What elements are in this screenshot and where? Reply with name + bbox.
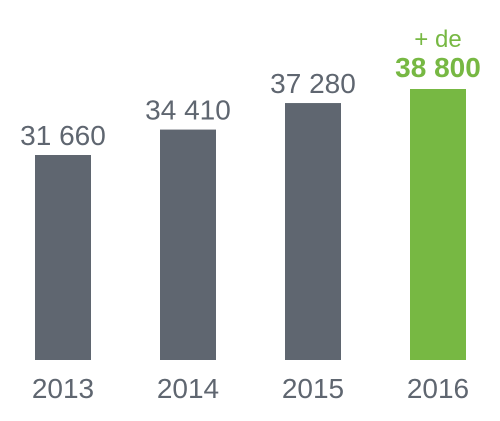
x-tick-label-2015: 2015 (282, 373, 344, 404)
bar-2016 (410, 89, 466, 360)
value-label-2013: 31 660 (20, 120, 106, 151)
value-label-2014: 34 410 (145, 95, 231, 126)
x-tick-label-2016: 2016 (407, 373, 469, 404)
value-label-2015: 37 280 (270, 68, 356, 99)
x-tick-label-2013: 2013 (32, 373, 94, 404)
bar-2015 (285, 103, 341, 361)
bar-2013 (35, 155, 91, 360)
x-axis-ticks: 2013 2014 2015 2016 (32, 373, 469, 404)
bar-2014 (160, 129, 216, 360)
x-tick-label-2014: 2014 (157, 373, 219, 404)
value-prefix-label: + de (414, 26, 461, 53)
bars-group (35, 89, 466, 361)
value-label-2016: 38 800 (395, 52, 481, 83)
